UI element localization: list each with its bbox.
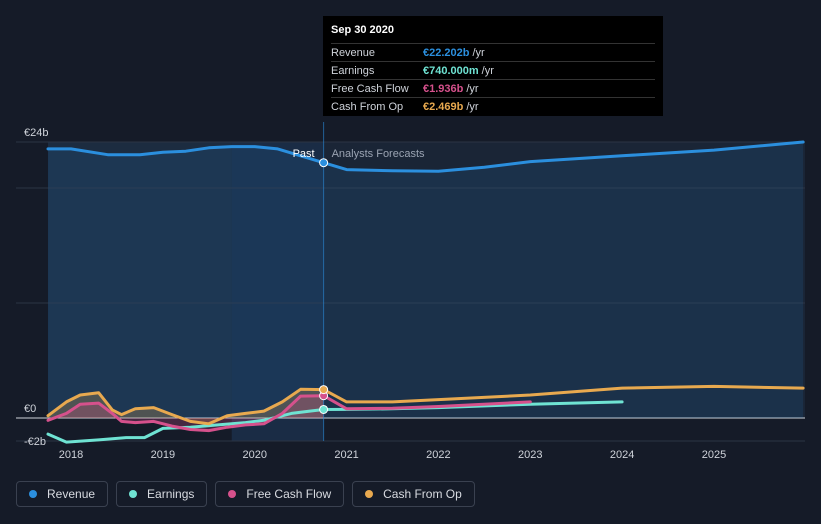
- x-tick-label: 2024: [610, 449, 634, 461]
- series-line-revenue: [46, 140, 805, 173]
- highlight-band: [231, 142, 324, 441]
- legend-label: Cash From Op: [383, 487, 462, 501]
- legend-label: Earnings: [147, 487, 195, 501]
- x-tick-label: 2021: [334, 449, 358, 461]
- legend-item-cash-from-op[interactable]: Cash From Op: [352, 481, 475, 507]
- area-cash-from-op: [48, 389, 324, 424]
- legend-dot-icon: [228, 490, 237, 498]
- legend-item-earnings[interactable]: Earnings: [116, 481, 208, 507]
- legend-dot-icon: [365, 490, 374, 498]
- tooltip-unit: /yr: [466, 100, 479, 113]
- tooltip-row-revenue: Revenue €22.202b /yr: [331, 43, 655, 61]
- x-tick-label: 2020: [242, 449, 266, 461]
- series-line-free-cash-flow: [46, 394, 532, 433]
- data-tooltip: Sep 30 2020 Revenue €22.202b /yr Earning…: [323, 16, 663, 116]
- tooltip-value: €740.000m: [423, 64, 479, 77]
- tooltip-value: €2.469b: [423, 100, 464, 113]
- y-tick-label: €0: [24, 403, 36, 415]
- revenue-area: [48, 142, 804, 418]
- tooltip-row-cash-from-op: Cash From Op €2.469b /yr: [331, 97, 655, 115]
- tooltip-value: €22.202b: [423, 46, 470, 59]
- data-point-revenue: [319, 158, 329, 168]
- legend-dot-icon: [29, 490, 37, 498]
- past-label: Past: [293, 148, 315, 160]
- legend-label: Free Cash Flow: [246, 487, 332, 501]
- tooltip-label: Revenue: [331, 46, 376, 59]
- tooltip-value: €1.936b: [423, 82, 464, 95]
- tooltip-row-free-cash-flow: Free Cash Flow €1.936b /yr: [331, 79, 655, 97]
- data-point-earnings: [319, 404, 329, 414]
- x-tick-label: 2018: [59, 449, 83, 461]
- x-tick-label: 2022: [426, 449, 450, 461]
- legend: Revenue Earnings Free Cash Flow Cash Fro…: [16, 481, 475, 507]
- tooltip-unit: /yr: [481, 64, 494, 77]
- y-tick-label: €24b: [24, 127, 48, 139]
- data-point-cash-from-op: [319, 385, 329, 395]
- tooltip-label: Earnings: [331, 64, 375, 77]
- legend-item-free-cash-flow[interactable]: Free Cash Flow: [215, 481, 345, 507]
- x-tick-label: 2025: [702, 449, 726, 461]
- forecast-label: Analysts Forecasts: [332, 148, 425, 160]
- x-tick-label: 2023: [518, 449, 542, 461]
- legend-item-revenue[interactable]: Revenue: [16, 481, 109, 507]
- tooltip-row-earnings: Earnings €740.000m /yr: [331, 61, 655, 79]
- tooltip-label: Cash From Op: [331, 100, 404, 113]
- tooltip-unit: /yr: [466, 82, 479, 95]
- x-tick-label: 2019: [151, 449, 175, 461]
- tooltip-unit: /yr: [472, 46, 485, 59]
- y-tick-label: -€2b: [24, 436, 46, 448]
- series-line-cash-from-op: [46, 384, 805, 426]
- legend-label: Revenue: [47, 487, 96, 501]
- tooltip-label: Free Cash Flow: [331, 82, 409, 95]
- tooltip-date: Sep 30 2020: [331, 24, 394, 36]
- legend-dot-icon: [129, 490, 138, 498]
